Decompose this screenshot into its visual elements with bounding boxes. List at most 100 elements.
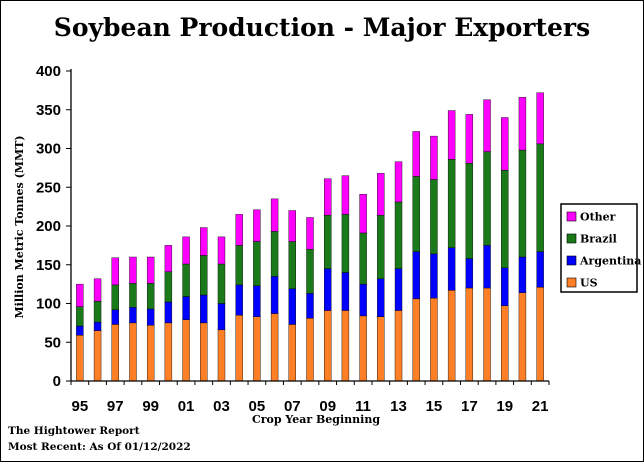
bar-other-07 bbox=[288, 210, 296, 242]
bar-us-17 bbox=[465, 287, 474, 382]
legend-label-argentina: Argentina bbox=[579, 255, 641, 268]
y-tick-label: 100 bbox=[36, 296, 61, 313]
bar-brazil-12 bbox=[377, 214, 385, 279]
bar-other-01 bbox=[182, 236, 190, 265]
bar-other-14 bbox=[412, 131, 420, 177]
bar-brazil-96 bbox=[93, 300, 102, 323]
x-tick-label: 21 bbox=[532, 398, 549, 415]
bar-argentina-14 bbox=[412, 251, 420, 300]
bar-us-06 bbox=[270, 313, 279, 382]
legend-swatch-brazil bbox=[566, 233, 577, 244]
footer-recent: Most Recent: As Of 01/12/2022 bbox=[8, 441, 191, 453]
bar-other-10 bbox=[341, 175, 350, 215]
y-axis-label: Million Metric Tonnes (MMT) bbox=[13, 135, 26, 318]
x-tick-label: 17 bbox=[461, 398, 478, 415]
bar-argentina-18 bbox=[483, 245, 491, 289]
bar-brazil-19 bbox=[501, 169, 509, 269]
bar-us-99 bbox=[146, 325, 155, 382]
bar-brazil-03 bbox=[217, 263, 226, 304]
bar-other-97 bbox=[111, 257, 119, 286]
bar-us-21 bbox=[536, 287, 544, 382]
x-tick-label: 07 bbox=[284, 398, 301, 415]
x-tick-label: 15 bbox=[426, 398, 443, 415]
bar-other-17 bbox=[465, 114, 474, 164]
y-tick-label: 300 bbox=[36, 141, 61, 158]
bar-argentina-01 bbox=[182, 296, 190, 320]
bar-us-11 bbox=[359, 315, 367, 382]
bar-argentina-03 bbox=[217, 303, 226, 331]
bar-argentina-10 bbox=[341, 272, 350, 311]
y-tick-label: 350 bbox=[36, 102, 61, 119]
bar-other-15 bbox=[430, 135, 438, 180]
bar-brazil-13 bbox=[394, 201, 403, 269]
bar-brazil-15 bbox=[430, 179, 438, 255]
x-tick-label: 19 bbox=[496, 398, 513, 415]
bar-brazil-01 bbox=[182, 263, 190, 297]
bar-brazil-05 bbox=[253, 241, 261, 286]
bar-us-02 bbox=[200, 322, 208, 382]
legend: Other Brazil Argentina US bbox=[560, 203, 641, 293]
bar-other-03 bbox=[217, 236, 226, 265]
y-tick-label: 0 bbox=[53, 373, 61, 390]
footer-source: The Hightower Report bbox=[8, 425, 140, 437]
bar-us-20 bbox=[518, 292, 527, 382]
y-tick-label: 250 bbox=[36, 179, 61, 196]
bar-us-09 bbox=[324, 310, 332, 382]
bar-brazil-00 bbox=[164, 271, 173, 303]
y-tick-label: 50 bbox=[44, 334, 61, 351]
legend-swatch-other bbox=[566, 211, 577, 222]
bar-us-14 bbox=[412, 298, 420, 382]
legend-swatch-argentina bbox=[566, 255, 577, 266]
bar-other-21 bbox=[536, 92, 544, 145]
bar-us-12 bbox=[377, 316, 385, 382]
bar-argentina-16 bbox=[447, 247, 456, 291]
bar-argentina-12 bbox=[377, 278, 385, 317]
x-tick-label: 97 bbox=[107, 398, 124, 415]
y-tick-label: 200 bbox=[36, 218, 61, 235]
bar-argentina-06 bbox=[270, 276, 279, 314]
x-tick-label: 09 bbox=[319, 398, 336, 415]
bar-argentina-95 bbox=[76, 325, 84, 336]
x-axis-label: Crop Year Beginning bbox=[252, 413, 380, 426]
chart-title: Soybean Production - Major Exporters bbox=[54, 13, 590, 42]
bar-brazil-16 bbox=[447, 159, 456, 248]
legend-label-us: US bbox=[580, 277, 598, 290]
bar-argentina-02 bbox=[200, 294, 208, 324]
x-tick-label: 13 bbox=[390, 398, 407, 415]
x-tick-label: 03 bbox=[213, 398, 230, 415]
bar-other-95 bbox=[76, 283, 84, 307]
bar-argentina-05 bbox=[253, 285, 261, 317]
bar-brazil-04 bbox=[235, 245, 243, 286]
x-tick-label: 01 bbox=[178, 398, 195, 415]
bar-other-12 bbox=[377, 173, 385, 216]
bar-brazil-18 bbox=[483, 151, 491, 246]
bar-other-19 bbox=[501, 117, 509, 171]
bar-us-00 bbox=[164, 322, 173, 382]
bar-other-00 bbox=[164, 245, 173, 272]
bar-argentina-98 bbox=[129, 307, 137, 324]
bar-argentina-08 bbox=[306, 293, 314, 319]
bar-other-05 bbox=[253, 209, 261, 242]
bar-other-20 bbox=[518, 97, 527, 151]
bar-us-15 bbox=[430, 297, 438, 382]
bar-brazil-98 bbox=[129, 283, 137, 308]
bar-other-16 bbox=[447, 110, 456, 160]
x-ticks-group: 95 97 99 01 03 05 07 09 11 13 15 17 19 21 bbox=[70, 381, 550, 415]
bar-brazil-06 bbox=[270, 231, 279, 277]
bar-argentina-04 bbox=[235, 284, 243, 316]
bar-other-09 bbox=[324, 178, 332, 216]
bar-brazil-11 bbox=[359, 232, 367, 285]
x-tick-label: 11 bbox=[355, 398, 371, 415]
bar-other-11 bbox=[359, 194, 367, 234]
bar-brazil-95 bbox=[76, 306, 84, 327]
bar-other-99 bbox=[146, 256, 155, 284]
bar-brazil-20 bbox=[518, 149, 527, 258]
bar-us-10 bbox=[341, 310, 350, 382]
bar-argentina-00 bbox=[164, 301, 173, 324]
bar-us-19 bbox=[501, 305, 509, 382]
bar-argentina-96 bbox=[93, 321, 102, 331]
bar-other-02 bbox=[200, 227, 208, 256]
bar-other-98 bbox=[129, 256, 137, 284]
